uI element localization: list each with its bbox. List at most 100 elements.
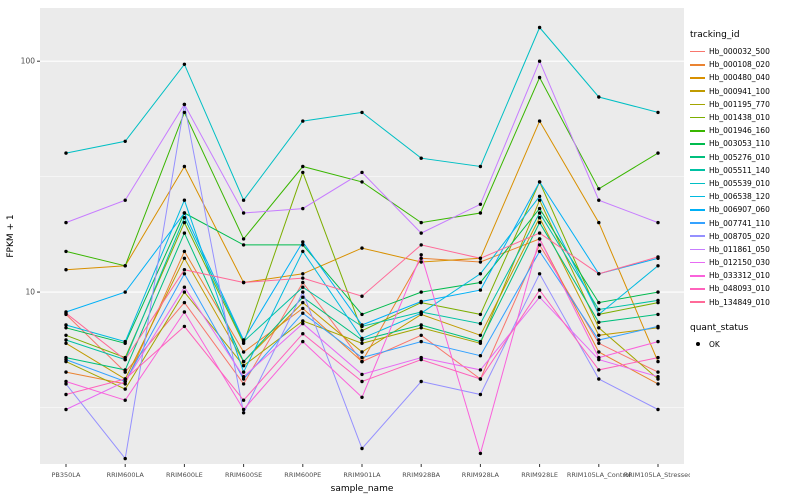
legend-key-line [690,245,705,254]
data-point [419,379,423,384]
legend-item-label: Hb_011861_050 [709,244,770,254]
data-point [478,451,483,456]
data-point [123,357,127,362]
legend-key-line [690,139,705,148]
data-point [301,295,305,299]
data-point [656,298,660,303]
data-point [182,102,187,107]
legend-item-label: Hb_007741_110 [709,218,770,228]
x-tick-label: RRIM600LE [166,471,203,479]
data-point [241,398,246,402]
data-point [301,319,305,323]
data-point [419,333,423,337]
data-point [182,268,187,272]
legend-title-tracking-id: tracking_id [690,30,740,40]
data-point [419,260,423,264]
data-point [537,295,542,299]
legend-key-line [690,100,705,109]
legend-key-line [690,47,705,56]
legend-key-line [690,87,705,96]
data-point [478,256,483,260]
data-point [123,382,127,386]
legend-key-line [690,73,705,82]
data-point [419,290,423,294]
legend-item-label: Hb_008705_020 [709,231,770,241]
data-point [537,75,542,80]
data-point [360,341,364,345]
legend-key-line [690,205,705,214]
x-tick-label: RRIM928BA [402,471,440,479]
legend-item-label: Hb_134849_010 [709,297,770,307]
data-point [241,198,246,202]
data-point [597,312,601,317]
legend-key-line [690,166,705,175]
data-point [182,231,187,235]
data-point [64,323,68,327]
legend-item: Hb_011861_050 [690,243,798,256]
data-point [241,237,246,241]
data-point [123,398,127,402]
data-point [123,339,127,344]
data-point [478,377,483,381]
y-axis-title: FPKM + 1 [6,214,16,257]
data-point [360,372,364,377]
data-point [419,326,423,330]
data-point [123,139,127,143]
data-point [64,268,68,272]
data-point [419,253,423,257]
legend-item-label: Hb_000941_100 [709,86,770,96]
data-point [656,382,660,386]
data-point [537,198,542,202]
data-point [597,368,601,372]
x-tick-label: RRIM600PE [284,471,321,479]
legend-item-quant: OK [690,338,798,351]
legend-key-line [690,126,705,135]
legend-item-label: Hb_001195_770 [709,99,770,109]
legend-item: Hb_001438_010 [690,111,798,124]
data-point [656,220,660,225]
data-point [656,290,660,294]
data-point [419,231,423,235]
legend-item: Hb_012150_030 [690,256,798,269]
data-point [537,237,542,241]
data-point [64,357,68,362]
x-axis-title: sample_name [331,484,394,494]
data-point [123,198,127,202]
data-point [182,310,187,314]
data-point [123,387,127,391]
data-point [419,323,423,327]
x-tick-label: RRIM105LA_Control [567,471,631,479]
legend-item: Hb_008705_020 [690,230,798,243]
data-point [419,220,423,225]
legend-item-label: Hb_005511_140 [709,165,770,175]
data-point [656,407,660,412]
data-point [537,211,542,215]
data-point [597,355,601,360]
legend-item-label: Hb_005276_010 [709,152,770,162]
data-point [301,290,305,294]
data-point [64,379,68,384]
data-point [537,119,542,123]
legend-key-line [690,179,705,188]
x-tick-label: RRIM105LA_Stressed [624,471,690,479]
legend-item: Hb_000941_100 [690,85,798,98]
legend-item-label: Hb_033312_010 [709,271,770,281]
data-point [656,151,660,155]
data-point [478,164,483,169]
data-point [241,280,246,285]
legend-key-line [690,113,705,122]
data-point [360,180,364,184]
data-point [64,220,68,225]
data-point [419,299,423,304]
data-point [182,285,187,289]
legend-item: Hb_005511_140 [690,164,798,177]
legend-item-label: Hb_006907_060 [709,205,770,215]
data-point [241,243,246,247]
legend-item-label: Hb_000032_500 [709,47,770,57]
data-point [64,338,68,342]
legend-item: Hb_001946_160 [690,124,798,137]
data-point [182,164,187,169]
data-point [301,280,305,285]
data-point [597,272,601,276]
data-point [419,339,423,344]
